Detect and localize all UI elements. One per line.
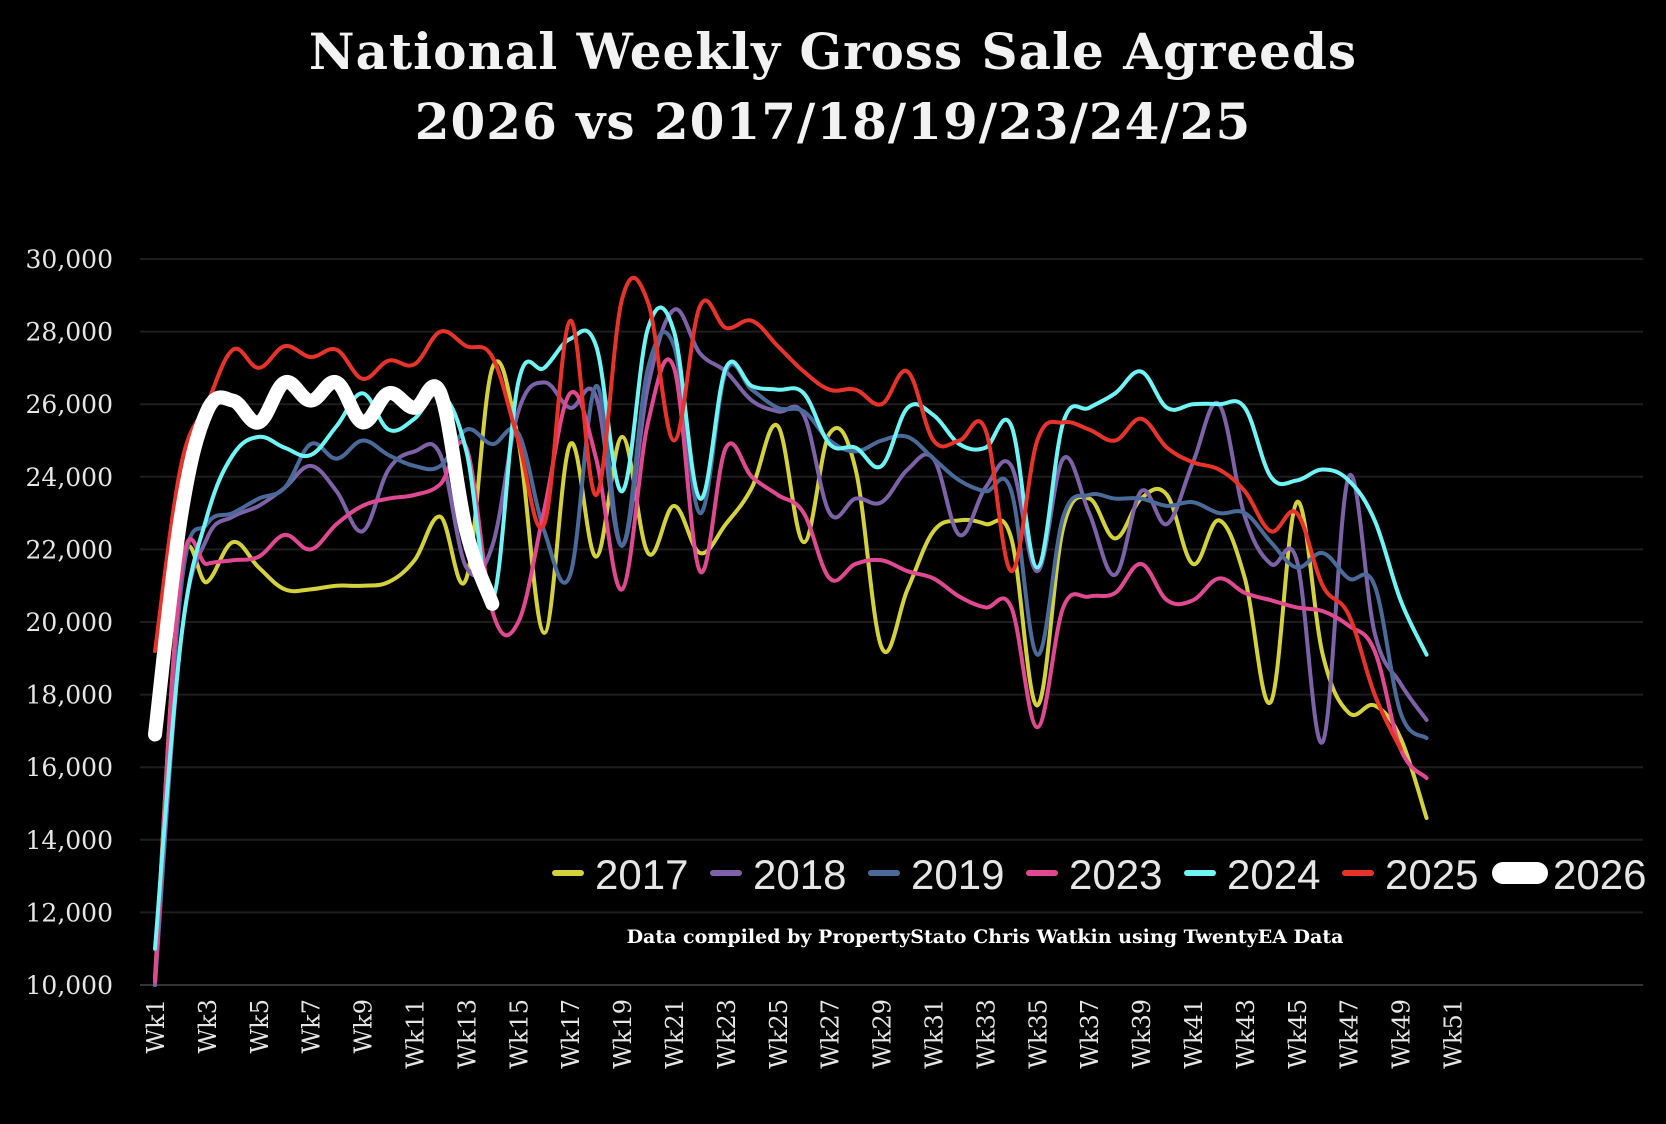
x-tick-label: Wk27: [817, 999, 845, 1069]
x-tick-label: Wk31: [921, 999, 949, 1069]
x-tick-label: Wk11: [402, 999, 430, 1069]
legend-label-2018: 2018: [753, 851, 846, 898]
y-tick-label: 20,000: [26, 608, 113, 637]
x-tick-label: Wk5: [246, 999, 274, 1053]
x-tick-label: Wk23: [713, 999, 741, 1069]
y-tick-label: 28,000: [26, 318, 113, 347]
x-tick-label: Wk13: [453, 999, 481, 1069]
legend-label-2025: 2025: [1385, 851, 1478, 898]
y-tick-label: 10,000: [26, 971, 113, 1000]
legend-label-2024: 2024: [1227, 851, 1320, 898]
series-line-2017: [153, 359, 1429, 980]
x-tick-label: Wk37: [1076, 999, 1104, 1069]
series-line-2018: [153, 307, 1429, 987]
x-tick-label: Wk51: [1440, 999, 1468, 1069]
x-tick-label: Wk9: [350, 999, 378, 1053]
x-tick-label: Wk39: [1128, 999, 1156, 1069]
y-tick-label: 30,000: [26, 245, 113, 274]
chart-subtitle: 2026 vs 2017/18/19/23/24/25: [414, 92, 1252, 151]
x-tick-label: Wk17: [557, 999, 585, 1069]
x-tick-label: Wk33: [972, 999, 1000, 1069]
y-tick-label: 18,000: [26, 681, 113, 710]
x-tick-label: Wk43: [1232, 999, 1260, 1069]
x-tick-label: Wk7: [298, 999, 326, 1053]
y-axis-ticks: 10,000 12,000 14,000 16,000 18,000 20,000 22,0…: [26, 245, 113, 1000]
legend: 2017 2018 2019 2023 2024 2025 2026: [552, 851, 1646, 898]
x-tick-label: Wk15: [505, 999, 533, 1069]
chart-title: National Weekly Gross Sale Agreeds: [308, 22, 1358, 81]
y-tick-label: 12,000: [26, 898, 113, 927]
legend-label-2017: 2017: [595, 851, 688, 898]
y-tick-label: 14,000: [26, 826, 113, 855]
y-tick-label: 22,000: [26, 535, 113, 564]
y-tick-label: 24,000: [26, 463, 113, 492]
series-line-2024: [153, 305, 1429, 951]
x-tick-label: Wk21: [661, 999, 689, 1069]
x-axis-ticks: Wk1 Wk3 Wk5 Wk7 Wk9 Wk11 Wk13 Wk15 Wk17 Wk19 Wk21 W…: [142, 999, 1468, 1069]
x-tick-label: Wk29: [869, 999, 897, 1069]
x-tick-label: Wk47: [1336, 999, 1364, 1069]
y-tick-label: 26,000: [26, 390, 113, 419]
series-lines: [148, 275, 1429, 987]
x-tick-label: Wk49: [1388, 999, 1416, 1069]
x-tick-label: Wk35: [1024, 999, 1052, 1069]
x-tick-label: Wk45: [1284, 999, 1312, 1069]
series-line-2025: [153, 275, 1403, 752]
legend-label-2026: 2026: [1553, 851, 1646, 898]
series-line-2026: [148, 375, 500, 742]
legend-label-2023: 2023: [1069, 851, 1162, 898]
x-tick-label: Wk1: [142, 999, 170, 1053]
series-line-2023: [153, 357, 1429, 984]
x-tick-label: Wk25: [765, 999, 793, 1069]
x-tick-label: Wk19: [609, 999, 637, 1069]
x-tick-label: Wk41: [1180, 999, 1208, 1069]
x-tick-label: Wk3: [194, 999, 222, 1053]
y-tick-label: 16,000: [26, 753, 113, 782]
source-note: Data compiled by PropertyStato Chris Wat…: [627, 926, 1344, 948]
legend-label-2019: 2019: [911, 851, 1004, 898]
gridlines: [140, 258, 1643, 986]
